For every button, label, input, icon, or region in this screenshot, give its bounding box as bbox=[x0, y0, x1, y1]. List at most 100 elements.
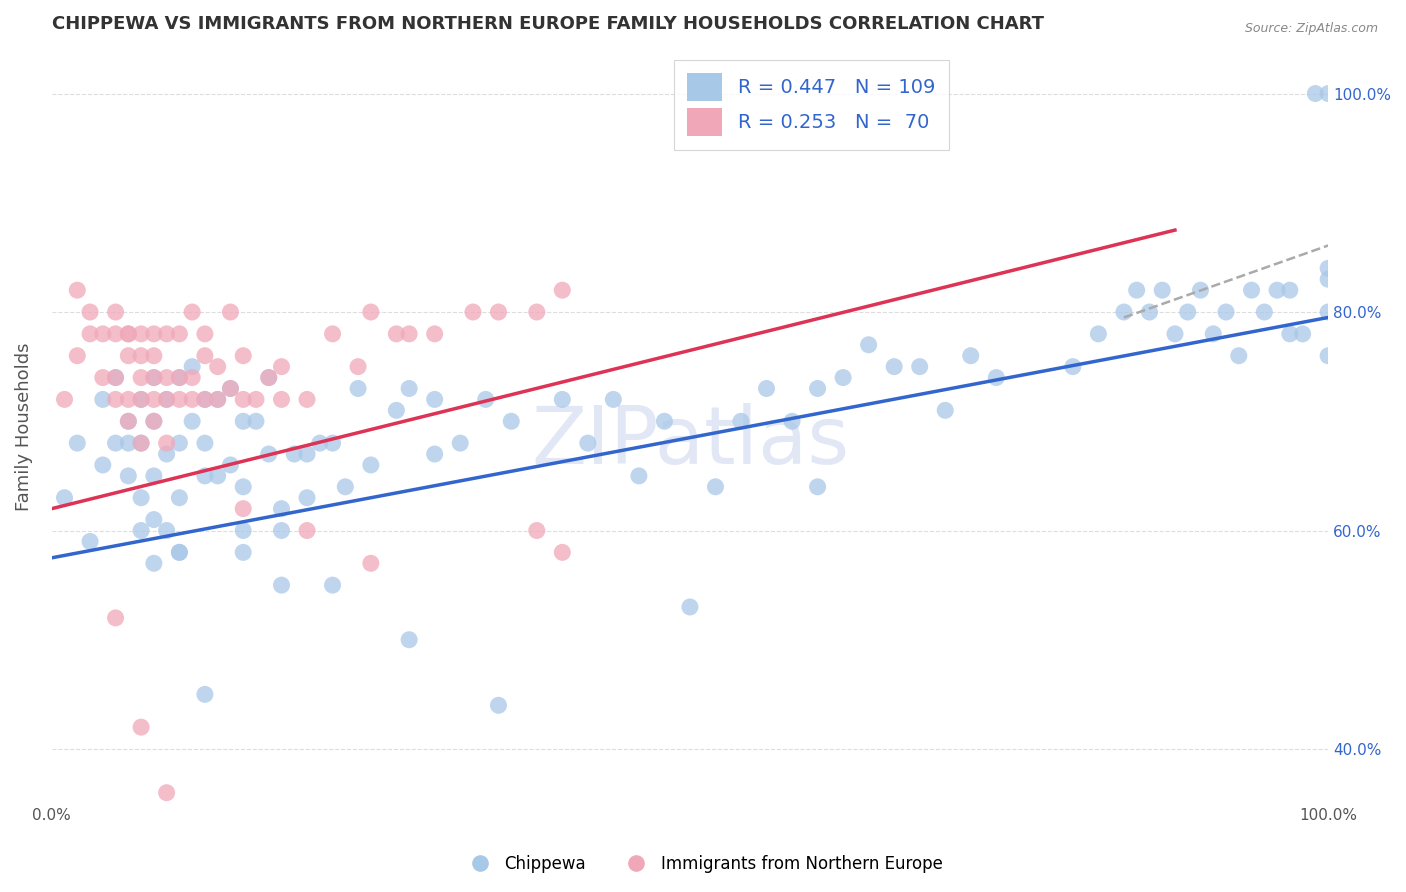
Point bbox=[79, 326, 101, 341]
Point bbox=[66, 436, 89, 450]
Point bbox=[169, 370, 191, 384]
Point bbox=[66, 349, 89, 363]
Point bbox=[194, 469, 217, 483]
Point bbox=[398, 632, 420, 647]
Point bbox=[129, 436, 152, 450]
Point bbox=[129, 392, 152, 407]
Point bbox=[461, 305, 484, 319]
Point bbox=[1215, 305, 1237, 319]
Point bbox=[181, 851, 204, 865]
Point bbox=[232, 480, 254, 494]
Point bbox=[1317, 261, 1340, 276]
Point bbox=[1112, 305, 1135, 319]
Point bbox=[117, 414, 139, 428]
Point bbox=[169, 545, 191, 559]
Legend: Chippewa, Immigrants from Northern Europe: Chippewa, Immigrants from Northern Europ… bbox=[457, 848, 949, 880]
Point bbox=[1227, 349, 1250, 363]
Point bbox=[156, 392, 179, 407]
Point bbox=[169, 545, 191, 559]
Point bbox=[1317, 87, 1340, 101]
Point bbox=[181, 414, 204, 428]
Point bbox=[1087, 326, 1109, 341]
Point bbox=[308, 436, 330, 450]
Point bbox=[576, 436, 599, 450]
Text: CHIPPEWA VS IMMIGRANTS FROM NORTHERN EUROPE FAMILY HOUSEHOLDS CORRELATION CHART: CHIPPEWA VS IMMIGRANTS FROM NORTHERN EUR… bbox=[52, 15, 1043, 33]
Point bbox=[104, 326, 127, 341]
Point bbox=[385, 326, 408, 341]
Point bbox=[295, 491, 318, 505]
Point bbox=[1253, 305, 1275, 319]
Point bbox=[156, 436, 179, 450]
Point bbox=[207, 469, 229, 483]
Point bbox=[1202, 326, 1225, 341]
Point bbox=[1152, 283, 1174, 297]
Point bbox=[53, 392, 76, 407]
Point bbox=[908, 359, 931, 374]
Point bbox=[398, 382, 420, 396]
Point bbox=[627, 469, 650, 483]
Point bbox=[679, 599, 702, 614]
Point bbox=[169, 326, 191, 341]
Point bbox=[526, 524, 548, 538]
Point bbox=[142, 414, 165, 428]
Point bbox=[245, 414, 267, 428]
Point bbox=[129, 326, 152, 341]
Point bbox=[142, 349, 165, 363]
Point bbox=[117, 326, 139, 341]
Point bbox=[270, 524, 292, 538]
Point bbox=[117, 414, 139, 428]
Point bbox=[1317, 349, 1340, 363]
Point bbox=[104, 436, 127, 450]
Point bbox=[1177, 305, 1199, 319]
Point bbox=[219, 382, 242, 396]
Point bbox=[66, 283, 89, 297]
Point bbox=[232, 501, 254, 516]
Point bbox=[129, 524, 152, 538]
Point bbox=[156, 786, 179, 800]
Point bbox=[806, 382, 828, 396]
Point bbox=[270, 392, 292, 407]
Point bbox=[270, 359, 292, 374]
Point bbox=[156, 326, 179, 341]
Point bbox=[232, 349, 254, 363]
Point bbox=[257, 370, 280, 384]
Point bbox=[526, 305, 548, 319]
Point bbox=[360, 556, 382, 570]
Point bbox=[1305, 87, 1327, 101]
Point bbox=[181, 370, 204, 384]
Point bbox=[614, 884, 637, 892]
Point bbox=[91, 458, 114, 472]
Point bbox=[1317, 272, 1340, 286]
Point bbox=[232, 524, 254, 538]
Point bbox=[488, 305, 510, 319]
Point bbox=[181, 359, 204, 374]
Point bbox=[257, 447, 280, 461]
Point bbox=[117, 436, 139, 450]
Point bbox=[322, 578, 344, 592]
Point bbox=[156, 370, 179, 384]
Point bbox=[142, 512, 165, 526]
Point bbox=[1278, 283, 1301, 297]
Point bbox=[360, 458, 382, 472]
Point bbox=[156, 447, 179, 461]
Point bbox=[602, 392, 624, 407]
Point bbox=[551, 545, 574, 559]
Point bbox=[91, 392, 114, 407]
Point bbox=[423, 447, 446, 461]
Point bbox=[79, 305, 101, 319]
Point bbox=[117, 326, 139, 341]
Point bbox=[755, 382, 778, 396]
Point bbox=[295, 524, 318, 538]
Point bbox=[551, 283, 574, 297]
Point bbox=[142, 469, 165, 483]
Text: ZIPatlas: ZIPatlas bbox=[531, 403, 849, 481]
Point bbox=[207, 392, 229, 407]
Point bbox=[806, 480, 828, 494]
Point bbox=[194, 326, 217, 341]
Point bbox=[474, 392, 496, 407]
Point bbox=[1291, 326, 1313, 341]
Point bbox=[986, 370, 1008, 384]
Point bbox=[959, 349, 981, 363]
Point bbox=[501, 414, 523, 428]
Point bbox=[194, 392, 217, 407]
